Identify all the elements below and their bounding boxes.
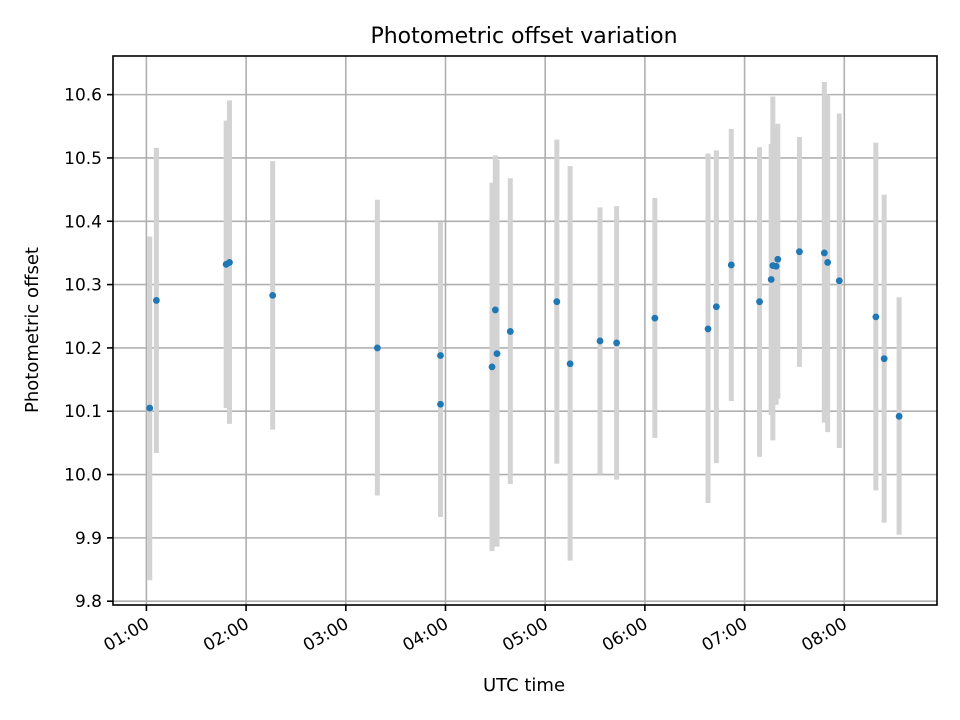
y-tick-label: 10.4 xyxy=(64,212,102,232)
data-point xyxy=(613,339,621,347)
data-point xyxy=(756,298,763,306)
x-tick-label: 08:00 xyxy=(798,614,850,656)
x-tick-label: 07:00 xyxy=(699,614,751,656)
y-tick-label: 10.6 xyxy=(64,86,102,106)
y-tick-label: 10.1 xyxy=(64,402,102,422)
data-point xyxy=(373,344,381,352)
data-point xyxy=(772,262,780,270)
data-point xyxy=(824,259,832,266)
data-point xyxy=(491,306,499,314)
x-tick-label: 02:00 xyxy=(200,614,252,656)
y-axis-ticks: 9.8 9.9 10.0 10.1 10.2 10.3 10.4 10.5 10.6 xyxy=(64,86,113,612)
x-axis-ticks: 01:00 02:00 03:00 04:00 05:00 06:00 07:00 08:00 xyxy=(100,605,851,656)
data-point xyxy=(152,297,160,304)
data-point xyxy=(704,325,712,333)
data-point xyxy=(880,355,888,363)
x-axis-label: UTC time xyxy=(483,675,565,696)
chart-title: Photometric offset variation xyxy=(370,24,677,49)
data-point xyxy=(651,314,659,322)
data-point xyxy=(493,350,501,358)
x-tick-label: 03:00 xyxy=(300,614,352,656)
x-tick-label: 06:00 xyxy=(599,614,651,656)
data-point xyxy=(146,404,154,412)
data-point xyxy=(506,328,514,335)
data-point xyxy=(596,337,604,345)
y-tick-label: 9.9 xyxy=(75,529,102,549)
data-points xyxy=(146,248,903,420)
y-tick-label: 10.2 xyxy=(64,339,102,359)
data-point xyxy=(835,277,843,285)
x-tick-label: 04:00 xyxy=(400,614,452,656)
data-point xyxy=(895,412,903,420)
data-point xyxy=(437,352,444,359)
data-point xyxy=(712,303,720,311)
data-point xyxy=(488,363,496,371)
data-point xyxy=(767,276,775,283)
y-tick-label: 9.8 xyxy=(75,592,102,612)
data-point xyxy=(820,249,828,257)
data-point xyxy=(796,248,803,256)
plot-frame xyxy=(112,55,938,606)
data-point xyxy=(269,291,277,299)
data-point xyxy=(727,261,735,269)
grid xyxy=(113,56,937,605)
x-tick-label: 05:00 xyxy=(499,614,551,656)
y-tick-label: 10.0 xyxy=(64,466,102,486)
data-point xyxy=(553,298,561,306)
data-point xyxy=(226,259,233,266)
y-tick-label: 10.3 xyxy=(64,276,102,296)
x-tick-label: 01:00 xyxy=(100,614,152,656)
data-point xyxy=(566,360,574,368)
data-point xyxy=(872,313,880,321)
error-bars xyxy=(147,81,902,581)
y-tick-label: 10.5 xyxy=(64,149,102,169)
y-axis-label: Photometric offset xyxy=(22,247,43,413)
data-point xyxy=(774,255,782,263)
data-point xyxy=(437,400,444,408)
